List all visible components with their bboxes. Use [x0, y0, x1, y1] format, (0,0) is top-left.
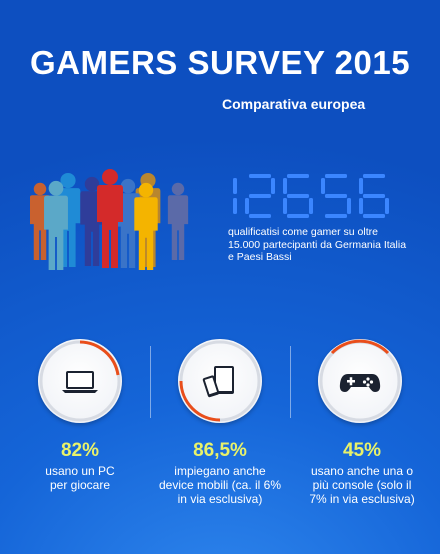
gamer-count-digits: [233, 174, 389, 218]
digit-segment: [359, 198, 363, 214]
stat-mobile: 86,5% impiegano anche device mobili (ca.…: [150, 440, 290, 506]
person-silhouette: [44, 180, 68, 270]
mobile-badge: [178, 339, 262, 423]
digit-segment: [283, 178, 287, 194]
digit-segment: [283, 198, 287, 214]
progress-ring: [39, 340, 121, 422]
digit-segment: [325, 214, 347, 218]
digit-segment: [245, 198, 249, 214]
count-digit: [233, 178, 237, 214]
page-title: GAMERS SURVEY 2015: [29, 44, 411, 81]
stat-value: 86,5%: [193, 440, 247, 461]
digit-segment: [233, 198, 237, 214]
stat-console: 45% usano anche una o più console (solo …: [296, 440, 428, 506]
person-silhouette: [167, 182, 189, 260]
digit-segment: [287, 174, 309, 178]
digit-segment: [325, 174, 347, 178]
count-digit: [321, 174, 351, 218]
progress-ring: [179, 340, 261, 422]
stat-value: 82%: [60, 440, 100, 461]
laptop-icon: [62, 371, 98, 393]
gamepad-icon: [339, 374, 381, 392]
column-divider: [150, 346, 151, 418]
digit-segment: [363, 174, 385, 178]
people-group-illustration: [30, 169, 189, 270]
digit-segment: [249, 194, 271, 198]
stat-text: usano un PC per giocare: [45, 464, 115, 492]
column-divider: [290, 346, 291, 418]
digit-segment: [309, 198, 313, 214]
progress-ring: [319, 339, 401, 422]
digit-segment: [287, 214, 309, 218]
gamer-count-description: qualificatisi come gamer su oltre 15.000…: [228, 226, 407, 263]
page-subtitle: Comparativa europea: [222, 96, 366, 112]
digit-segment: [363, 214, 385, 218]
count-digit: [245, 174, 275, 218]
digit-segment: [385, 198, 389, 214]
stat-pc: 82% usano un PC per giocare: [18, 440, 142, 492]
count-digit: [283, 174, 313, 218]
digit-segment: [321, 178, 325, 194]
tablet-phone-icon: [202, 366, 234, 398]
person-silhouette: [134, 182, 158, 270]
digit-segment: [233, 178, 237, 194]
digit-segment: [287, 194, 309, 198]
digit-segment: [325, 194, 347, 198]
digit-segment: [249, 174, 271, 178]
person-silhouette: [97, 169, 123, 268]
stat-text: usano anche una o più console (solo il 7…: [309, 464, 415, 506]
stat-value: 45%: [342, 440, 382, 461]
digit-segment: [271, 178, 275, 194]
digit-segment: [347, 198, 351, 214]
stat-text: impiegano anche device mobili (ca. il 6%…: [158, 464, 282, 506]
count-digit: [359, 174, 389, 218]
console-badge: [318, 339, 402, 423]
digit-segment: [363, 194, 385, 198]
digit-segment: [359, 178, 363, 194]
digit-segment: [249, 214, 271, 218]
pc-badge: [38, 339, 122, 423]
